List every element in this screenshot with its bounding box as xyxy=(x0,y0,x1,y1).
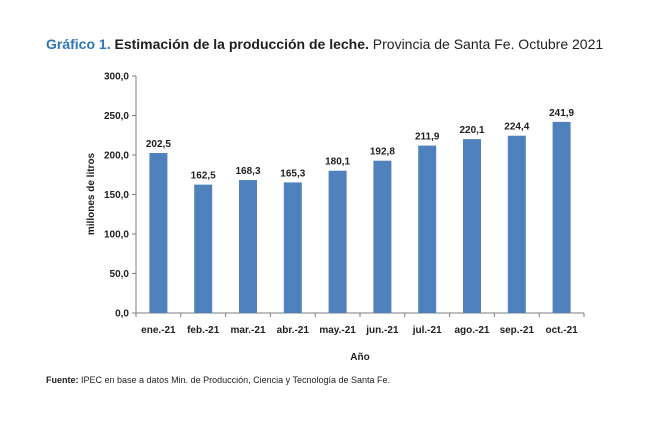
y-tick-label: 0,0 xyxy=(115,309,129,320)
y-tick-label: 300,0 xyxy=(104,72,129,83)
x-tick-label: mar.-21 xyxy=(230,325,265,336)
bar-value-label: 192,8 xyxy=(370,147,395,158)
bar-value-label: 211,9 xyxy=(415,132,440,143)
bar xyxy=(283,182,302,313)
x-tick-label: abr.-21 xyxy=(277,325,310,336)
bar xyxy=(418,145,437,313)
bar xyxy=(149,153,168,313)
chart-title-subtitle: Provincia de Santa Fe. Octubre 2021 xyxy=(372,36,604,52)
y-tick-label: 150,0 xyxy=(104,190,129,201)
bar-value-label: 224,4 xyxy=(504,122,529,133)
bar xyxy=(328,170,347,313)
bar-value-label: 241,9 xyxy=(549,108,574,119)
source-note: Fuente: IPEC en base a datos Min. de Pro… xyxy=(46,375,390,385)
bar xyxy=(194,184,213,313)
data-labels: 202,5 162,5 168,3 165,3 180,1 192,8 211,9 220,1… xyxy=(146,108,575,182)
y-axis-label: millones de litros xyxy=(86,152,97,235)
bar-value-label: 220,1 xyxy=(459,125,484,136)
y-tick-label: 250,0 xyxy=(104,111,129,122)
bar xyxy=(507,135,526,313)
y-tick-label: 50,0 xyxy=(110,269,130,280)
x-tick-label: jul.-21 xyxy=(412,325,442,336)
x-tick-label: oct.-21 xyxy=(545,325,578,336)
bar xyxy=(239,180,257,313)
x-axis: ene.-21 feb.-21 mar.-21 abr.-21 may.-21 jun.-… xyxy=(135,312,585,336)
bar-value-label: 202,5 xyxy=(146,139,171,150)
x-axis-label: Año xyxy=(350,352,369,363)
bar-value-label: 180,1 xyxy=(325,157,350,168)
x-tick-label: ene.-21 xyxy=(141,325,176,336)
bar xyxy=(552,121,571,313)
source-text: IPEC en base a datos Min. de Producción,… xyxy=(81,375,391,385)
x-tick-label: jun.-21 xyxy=(365,325,399,336)
y-tick-label: 100,0 xyxy=(104,230,129,241)
x-tick-label: sep.-21 xyxy=(500,325,535,336)
x-tick-label: feb.-21 xyxy=(187,325,220,336)
bars xyxy=(149,121,571,313)
y-axis: 0,0 50,0 100,0 150,0 200,0 250,0 300,0 xyxy=(104,72,137,320)
bar-value-label: 168,3 xyxy=(235,166,260,177)
x-tick-label: ago.-21 xyxy=(454,325,489,336)
bar xyxy=(463,139,481,313)
chart-title-main: Estimación de la producción de leche. xyxy=(114,36,369,52)
bar xyxy=(373,160,392,313)
bar-value-label: 165,3 xyxy=(280,168,305,179)
chart-title: Gráfico 1. Estimación de la producción d… xyxy=(46,36,603,52)
source-label: Fuente: xyxy=(46,375,79,385)
chart-title-label: Gráfico 1. xyxy=(46,36,111,52)
x-tick-label: may.-21 xyxy=(319,325,356,336)
y-tick-label: 200,0 xyxy=(104,151,129,162)
bar-value-label: 162,5 xyxy=(191,171,216,182)
